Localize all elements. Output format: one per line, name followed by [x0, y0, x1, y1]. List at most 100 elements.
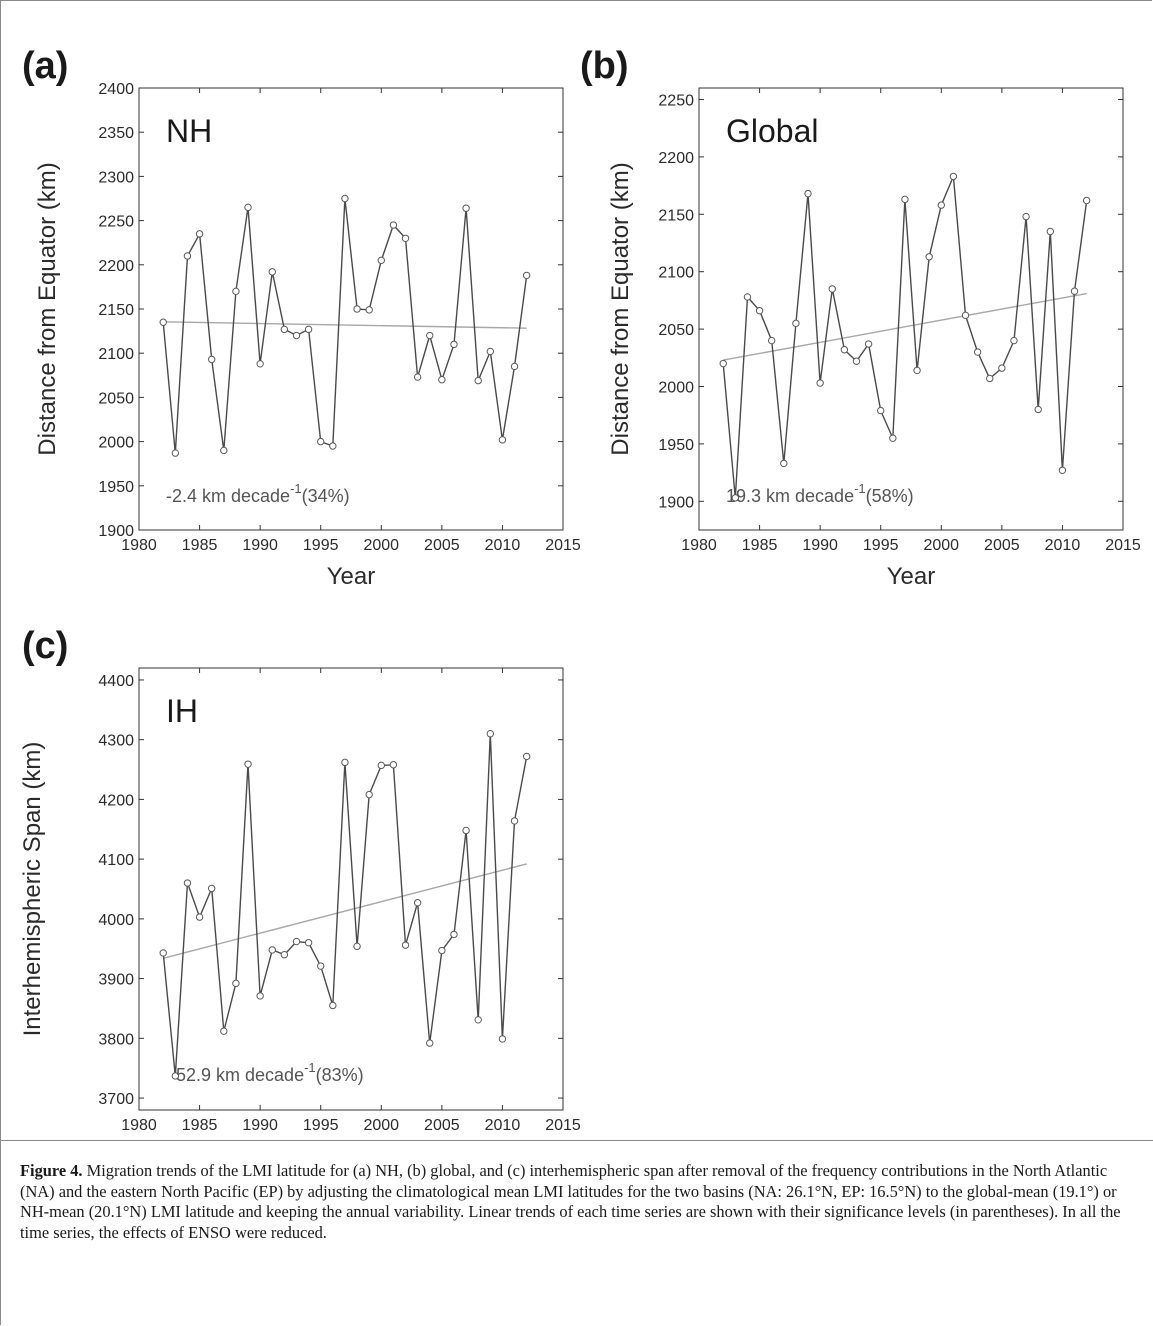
- data-point: [949, 172, 958, 181]
- x-tick-label: 1995: [303, 537, 339, 554]
- x-tick-label: 2005: [984, 537, 1020, 554]
- data-point: [365, 790, 373, 799]
- data-point: [1034, 405, 1042, 414]
- y-tick-label: 4200: [98, 792, 134, 809]
- data-point: [280, 325, 289, 334]
- x-tick-label: 1980: [121, 537, 157, 554]
- y-axis-title: Interhemispheric Span (km): [19, 742, 46, 1037]
- data-point: [413, 899, 422, 907]
- data-point: [913, 366, 921, 375]
- data-point: [462, 826, 470, 835]
- data-point: [413, 373, 422, 381]
- caption-separator: [0, 1140, 1153, 1141]
- x-tick-label: 2000: [923, 537, 959, 554]
- x-tick-label: 1990: [242, 1117, 278, 1134]
- trend-annotation: -2.4 km decade-1(34%): [166, 481, 350, 506]
- data-point: [207, 355, 216, 364]
- data-point: [731, 494, 740, 502]
- y-tick-label: 1900: [98, 523, 134, 540]
- plot-area-frame: [698, 87, 1124, 531]
- data-point: [329, 1001, 337, 1010]
- data-point: [268, 946, 276, 954]
- data-point: [1022, 212, 1030, 221]
- x-tick-label: 1980: [681, 537, 717, 554]
- y-tick-label: 2300: [98, 169, 134, 186]
- y-tick-label: 4300: [98, 733, 134, 750]
- data-point: [341, 758, 349, 767]
- plot-area-frame: [138, 87, 564, 531]
- y-tick-label: 2200: [98, 258, 134, 275]
- data-point: [486, 347, 495, 356]
- y-tick-label: 2050: [658, 322, 694, 339]
- data-point: [937, 201, 945, 209]
- data-point: [232, 979, 240, 988]
- data-point: [244, 203, 252, 212]
- x-tick-label: 2015: [1105, 537, 1141, 554]
- data-point: [159, 949, 167, 957]
- data-point: [816, 379, 824, 387]
- data-point: [438, 376, 446, 384]
- data-point: [522, 752, 531, 761]
- data-point: [171, 449, 180, 457]
- chart-panel-c: 1980 1985 1990 1995 2000 2005 2010 2015 3700 3800…: [19, 625, 581, 1140]
- data-point: [329, 442, 337, 450]
- data-point: [474, 1016, 482, 1024]
- y-axis-title: Distance from Equator (km): [607, 162, 634, 455]
- x-tick-label: 2000: [363, 1117, 399, 1134]
- data-point: [256, 992, 264, 1000]
- data-point: [901, 195, 909, 204]
- data-point: [877, 406, 885, 415]
- x-tick-label: 1985: [182, 1117, 218, 1134]
- data-point: [292, 331, 301, 340]
- data-point: [317, 437, 325, 446]
- x-tick-label: 2010: [485, 537, 521, 554]
- data-point: [510, 362, 519, 371]
- y-tick-label: 1900: [658, 494, 694, 511]
- y-tick-label: 2150: [658, 207, 694, 224]
- data-point: [961, 311, 970, 320]
- data-point: [401, 234, 410, 242]
- x-tick-label: 1985: [182, 537, 218, 554]
- y-tick-label: 2150: [98, 302, 134, 319]
- region-label: NH: [166, 113, 212, 149]
- y-axis-title: Distance from Equator (km): [34, 162, 61, 455]
- y-tick-label: 2200: [658, 150, 694, 167]
- data-point: [498, 1035, 507, 1043]
- y-tick-label: 2350: [98, 125, 134, 142]
- series-line: [722, 176, 1088, 498]
- region-label: IH: [166, 693, 198, 729]
- x-tick-label: 1990: [802, 537, 838, 554]
- data-point: [450, 340, 458, 349]
- data-point: [244, 760, 252, 768]
- data-point: [986, 374, 994, 383]
- data-point: [353, 942, 361, 951]
- trend-annotation: 52.9 km decade-1(83%): [176, 1060, 364, 1085]
- data-point: [462, 204, 470, 212]
- y-tick-label: 2100: [98, 346, 134, 363]
- y-tick-label: 2250: [658, 92, 694, 109]
- y-tick-label: 2000: [658, 379, 694, 396]
- series-line: [162, 733, 528, 1077]
- data-point: [828, 285, 836, 293]
- data-point: [377, 761, 385, 770]
- x-axis-title: Year: [327, 1139, 376, 1140]
- data-point: [317, 962, 325, 970]
- data-point: [743, 293, 752, 301]
- data-point: [1058, 466, 1067, 475]
- data-point: [207, 884, 216, 893]
- data-point: [159, 318, 167, 326]
- y-tick-label: 4400: [98, 673, 134, 690]
- x-tick-label: 1985: [742, 537, 778, 554]
- data-point: [341, 194, 349, 203]
- data-point: [474, 376, 482, 385]
- panel-label: (a): [22, 45, 68, 87]
- x-tick-label: 1995: [863, 537, 899, 554]
- x-tick-label: 2000: [363, 537, 399, 554]
- x-tick-label: 2010: [485, 1117, 521, 1134]
- chart-panel-a: 1980 1985 1990 1995 2000 2005 2010 2015 1900 1950…: [22, 45, 581, 590]
- data-point: [426, 331, 434, 340]
- data-point: [195, 913, 204, 921]
- data-point: [486, 730, 495, 738]
- x-tick-label: 2005: [424, 537, 460, 554]
